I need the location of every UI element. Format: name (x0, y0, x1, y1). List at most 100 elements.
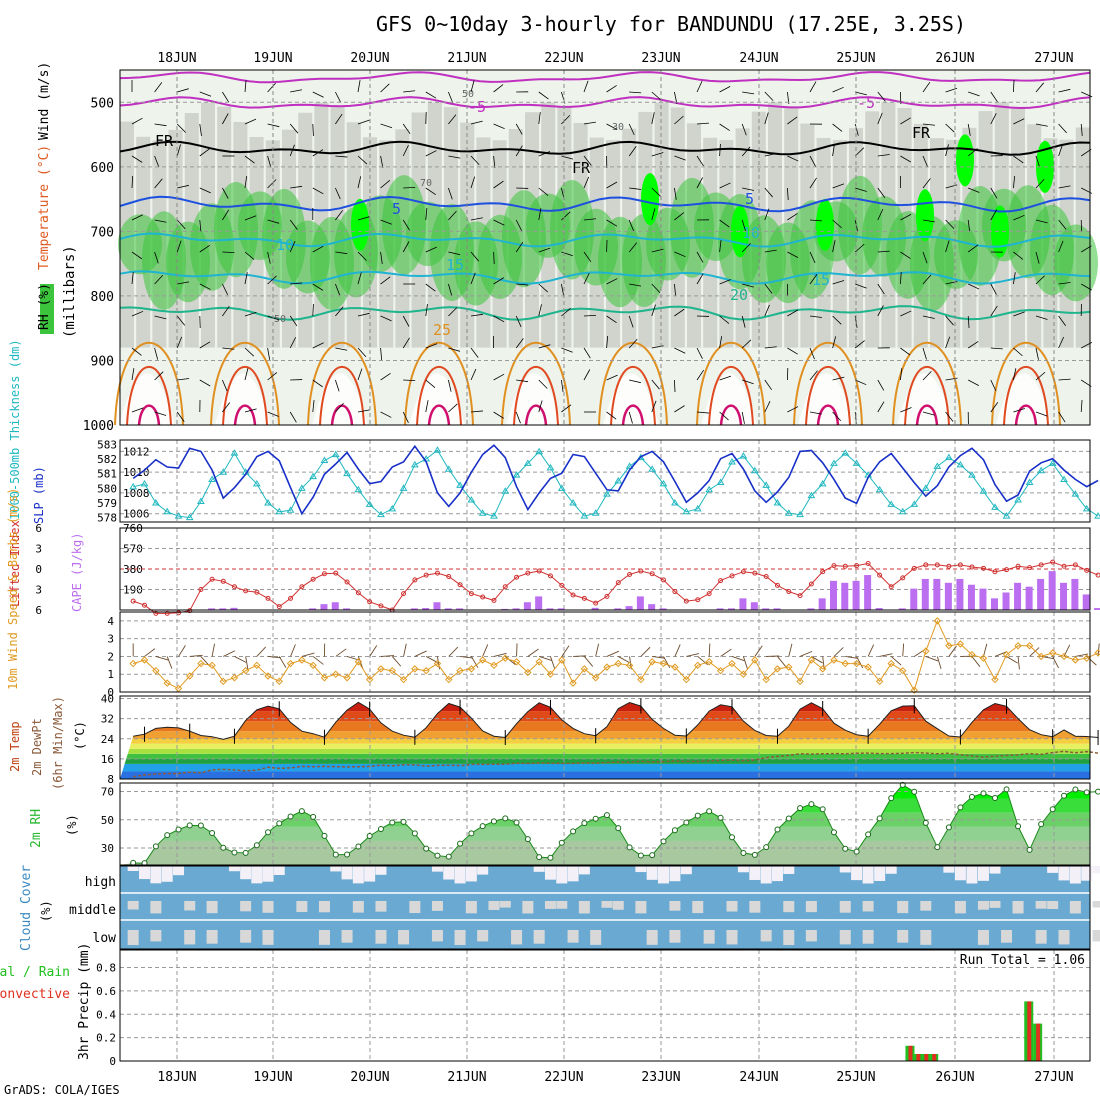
temp-color-band-3 (120, 753, 1090, 759)
contour-label-5: 5 (392, 200, 401, 218)
upper-wind-barb (696, 273, 704, 285)
contour-label-14: 30 (612, 122, 624, 133)
upper-wind-barb (990, 347, 1003, 350)
cloud-high-cell (262, 866, 274, 882)
lifted-index-point (980, 565, 986, 571)
wind-barb (686, 653, 700, 657)
upper-wind-barb (696, 177, 703, 189)
lifted-index-point (957, 562, 963, 568)
warm-loop-inner-7 (805, 365, 851, 426)
wind-barb (731, 656, 745, 662)
lifted-index-point (660, 577, 666, 583)
upper-wind-barb (470, 410, 483, 413)
cloud-low-cell (897, 930, 909, 943)
warm-loop-outer-1 (210, 341, 280, 426)
upper-wind-barb (764, 304, 770, 317)
cloud-frame (119, 865, 1091, 950)
rh2m-point (468, 830, 475, 837)
wind-speed-point (569, 679, 577, 687)
upper-wind-barb (787, 406, 799, 413)
upper-wind-barb (176, 144, 181, 157)
upper-wind-barb (990, 91, 998, 103)
upper-wind-barb (1035, 371, 1046, 381)
thickness-point (399, 484, 408, 491)
cloud-low-cell (567, 930, 579, 943)
upper-wind-barb (425, 246, 437, 253)
cloud-low-cell (703, 930, 715, 944)
upper-wind-barb (380, 123, 393, 129)
upper-wind-barb (448, 403, 458, 413)
cloud-high-cell (454, 866, 466, 884)
upper-wind-barb (696, 122, 709, 125)
temperature-contour-0 (119, 71, 1091, 84)
upper-wind-barb (764, 401, 771, 413)
wind-barb (811, 656, 823, 664)
upper-wind-barb (629, 283, 642, 287)
lifted-index-point (695, 597, 701, 603)
thickness-point (910, 500, 919, 507)
cloud-middle-cell (897, 901, 909, 914)
upper-wind-barb (176, 315, 186, 326)
temperature-contour-4 (119, 232, 1091, 248)
cape-bar (512, 608, 520, 610)
upper-wind-barb (312, 400, 315, 413)
warm-loop-core-4 (524, 404, 548, 426)
upper-wind-barb (357, 119, 370, 125)
rh2m-axis-label: 2m RH (29, 809, 44, 848)
cape-bar (818, 598, 826, 610)
lifted-index-point (209, 576, 215, 582)
date-label-top-24JUN: 24JUN (739, 51, 778, 66)
upper-wind-barb (199, 148, 210, 157)
upper-wind-barb (561, 307, 571, 317)
lifted-index-point (1038, 562, 1044, 568)
upper-wind-barb (177, 378, 190, 381)
upper-wind-barb (854, 123, 859, 136)
lifted-index-point (854, 563, 860, 569)
upper-wind-barb (832, 411, 842, 422)
wind-speed-point (648, 658, 656, 666)
lifted-index-axis-label: Lifted Index (8, 520, 22, 607)
lifted-index-point (198, 587, 204, 592)
upper-wind-barb (561, 283, 565, 296)
lifted-index-point (355, 590, 361, 596)
wind-barb (482, 644, 489, 657)
upper-wind-barb (470, 80, 475, 93)
thickness-point (320, 456, 329, 463)
upper-wind-barb (335, 187, 341, 200)
thickness-tick-580: 580 (97, 482, 117, 495)
upper-wind-barb (425, 208, 428, 221)
lifted-index-point (786, 589, 792, 595)
upper-wind-barb (561, 379, 564, 392)
cloud-low-cell (1058, 930, 1070, 945)
thickness-point (388, 504, 397, 512)
thickness-point (197, 497, 205, 504)
rh2m-point (265, 829, 272, 836)
lifted-index-point (763, 574, 769, 580)
upper-wind-barb (742, 91, 755, 95)
upper-wind-barb (402, 241, 410, 253)
rh2m-tick-50: 50 (101, 814, 114, 827)
upper-wind-barb (380, 83, 390, 93)
upper-wind-barb (945, 336, 951, 349)
upper-wind-barb (493, 84, 504, 93)
thickness-point (830, 459, 838, 466)
cloud-middle-cell (989, 901, 1001, 908)
contour-label-11: 20 (730, 286, 748, 304)
lifted-index-point (627, 571, 633, 577)
upper-wind-barb (990, 305, 998, 317)
rh2m-point (310, 813, 317, 820)
upper-wind-barb (561, 347, 573, 353)
cape-tick-570: 570 (123, 543, 143, 556)
rh2m-point (536, 854, 543, 861)
upper-wind-barb (764, 249, 777, 253)
lifted-index-point (1027, 565, 1033, 571)
thickness-point (297, 484, 306, 491)
rh2m-point (175, 826, 182, 833)
cape-bar (444, 608, 452, 610)
rh2m-point (1072, 786, 1079, 793)
wind-barb (584, 656, 594, 667)
rh2m-point (671, 827, 678, 834)
upper-wind-barb (832, 336, 837, 349)
wind-barb (902, 643, 905, 657)
upper-wind-barb (199, 379, 211, 387)
